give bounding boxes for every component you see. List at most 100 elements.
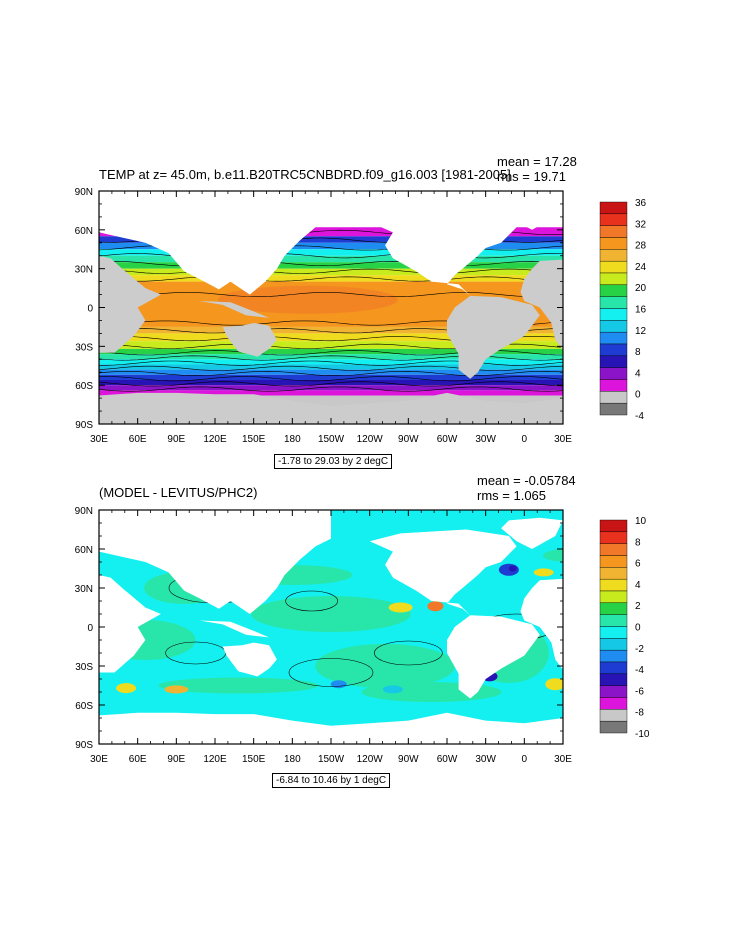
lon-tick-label: 30W [475,434,496,445]
colorbar-label: -6 [635,686,644,697]
colorbar-swatch [599,720,628,734]
land-mass [99,191,331,295]
colorbar-swatch [599,590,628,604]
colorbar-label: 16 [635,305,647,316]
lat-tick-label: 90N [75,506,93,517]
colorbar-label: 32 [635,219,647,230]
lat-tick-label: 60S [75,381,93,392]
lon-tick-label: 60W [437,754,458,765]
colorbar-label: 2 [635,601,641,612]
panel-title: (MODEL - LEVITUS/PHC2) [99,485,258,500]
lat-tick-label: 60N [75,226,93,237]
lon-tick-label: 150W [318,754,345,765]
land-mass [222,323,277,357]
land-mass [520,578,563,670]
lon-tick-label: 150W [318,434,345,445]
land-mass [99,510,331,614]
panel-title: TEMP at z= 45.0m, b.e11.B20TRC5CNBDRD.f0… [99,167,511,182]
lon-tick-label: 30E [554,434,572,445]
colorbar-swatch [599,626,628,639]
lon-tick-label: 120E [203,754,227,765]
colorbar-swatch [599,402,628,416]
lat-tick-label: 90S [75,740,93,751]
land-mass [199,301,270,318]
lon-tick-label: 30E [554,754,572,765]
colorbar-swatch [599,519,628,533]
lon-tick-label: 0 [522,754,528,765]
colorbar-label: -4 [635,665,644,676]
land-mass [199,620,270,638]
colorbar-label: 8 [635,537,641,548]
lon-tick-label: 60W [437,434,458,445]
lon-tick-label: 30E [90,434,108,445]
lat-tick-label: 60N [75,545,93,556]
range-label: -6.84 to 10.46 by 1 degC [272,773,391,788]
rms-label: rms = 19.71 [497,169,567,184]
mean-label: mean = -0.05784 [477,473,576,488]
lon-tick-label: 90W [398,754,419,765]
lat-tick-label: 90N [75,187,93,198]
mean-label: mean = 17.28 [497,154,577,169]
land-mass [99,712,563,744]
colorbar-label: -8 [635,708,644,719]
lon-tick-label: 90W [398,434,419,445]
lon-tick-label: 120W [357,754,384,765]
colorbar-swatch [599,697,628,710]
lon-tick-label: 90E [167,754,185,765]
colorbar-swatch [599,673,628,686]
lon-tick-label: 30W [475,754,496,765]
land-mass [520,259,563,351]
colorbar-label: 6 [635,559,641,570]
colorbar-swatch [599,567,628,580]
range-label: -1.78 to 29.03 by 2 degC [274,454,393,469]
colorbar-label: 36 [635,198,647,209]
lon-tick-label: 120E [203,434,227,445]
land-mass [447,295,540,379]
map-temp: 90N 60N 30N 0 30S 60S 90S 30E 60E 90E 120E 150E 180 1… [75,187,647,445]
colorbar-label: -4 [635,411,644,422]
lat-tick-label: 60S [75,701,93,712]
colorbar-label: 28 [635,241,647,252]
colorbar-label: 8 [635,347,641,358]
lon-tick-label: 60E [129,754,147,765]
land-mass [369,529,517,616]
lon-tick-label: 30E [90,754,108,765]
colorbar-swatch [599,578,628,592]
land-mass [501,198,563,230]
colorbar-label: 4 [635,580,641,591]
lat-tick-label: 30N [75,584,93,595]
colorbar: 36 32 28 24 20 16 12 8 4 0 -4 [599,198,647,422]
lon-tick-label: 150E [242,434,266,445]
colorbar-swatch [599,649,628,663]
land-mass [99,255,161,353]
colorbar-swatch [599,661,628,675]
lat-tick-label: 0 [87,304,93,315]
colorbar-label: 20 [635,283,647,294]
lon-tick-label: 180 [284,754,301,765]
colorbar-swatch [599,614,628,627]
lon-tick-label: 0 [522,434,528,445]
lon-tick-label: 120W [357,434,384,445]
rms-label: rms = 1.065 [477,488,547,503]
panel-temp: TEMP at z= 45.0m, b.e11.B20TRC5CNBDRD.f0… [0,0,733,470]
colorbar-label: 12 [635,326,647,337]
map-plot: 90N 60N 30N 0 30S 60S 90S 30E 60E 90E 120E 150E 180 1… [75,506,573,765]
colorbar-swatch [599,638,628,651]
colorbar-swatch [599,531,628,544]
colorbar: 10 8 6 4 2 0 -2 -4 -6 -8 -10 [599,516,650,740]
lat-tick-label: 30N [75,265,93,276]
lon-tick-label: 150E [242,754,266,765]
colorbar-swatch [599,555,628,568]
lat-tick-label: 90S [75,420,93,431]
lat-tick-label: 30S [75,662,93,673]
colorbar-label: -2 [635,644,644,655]
land-mass [222,642,277,677]
colorbar-swatch [599,709,628,722]
land-mass [447,615,540,699]
colorbar-swatch [599,543,628,556]
lon-tick-label: 180 [284,434,301,445]
colorbar-label: 24 [635,262,647,273]
land-mass [99,392,563,424]
